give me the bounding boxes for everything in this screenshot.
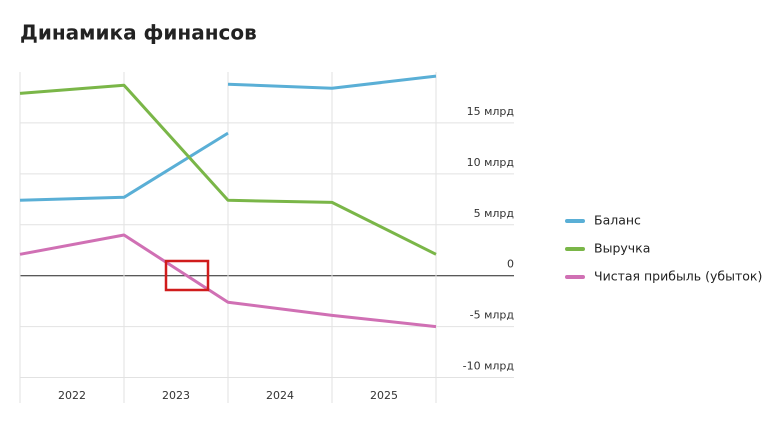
legend-label: Баланс [594,213,641,228]
highlight-box [164,259,210,292]
y-tick-label: -5 млрд [470,309,515,322]
x-tick-label: 2022 [58,389,86,402]
x-tick-label: 2024 [266,389,294,402]
chart-title: Динамика финансов [20,21,257,45]
legend-label: Выручка [594,241,650,256]
y-tick-label: 15 млрд [467,105,515,118]
y-tick-label: 0 [507,258,514,271]
legend-label: Чистая прибыль (убыток) [594,269,762,284]
x-tick-label: 2025 [370,389,398,402]
y-tick-label: -10 млрд [463,360,515,373]
series-line [19,74,437,202]
x-tick-label: 2023 [162,389,190,402]
y-tick-label: 5 млрд [474,207,515,220]
y-tick-label: 10 млрд [467,156,515,169]
series-line [19,83,437,256]
series-line [19,233,437,329]
